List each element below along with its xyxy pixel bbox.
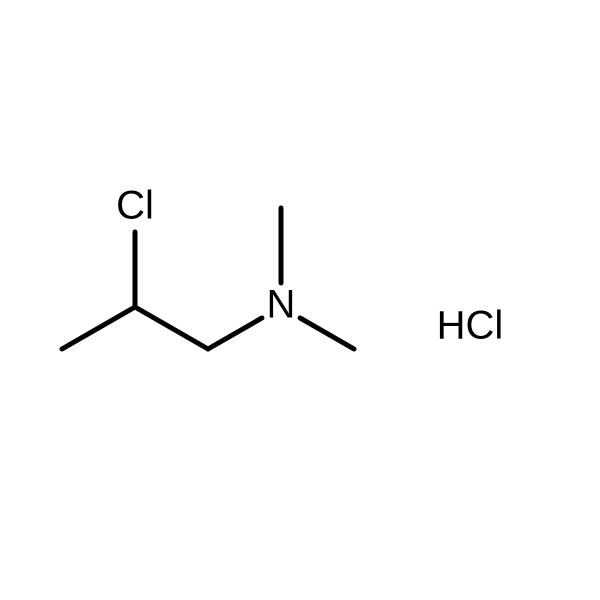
- atom-label-cl: Cl: [116, 184, 154, 228]
- bond: [208, 318, 262, 349]
- bond: [135, 307, 208, 349]
- chemical-structure: Cl N HCl: [0, 0, 600, 600]
- bond: [62, 307, 135, 349]
- bond: [300, 318, 354, 349]
- atom-label-n: N: [267, 283, 296, 327]
- atom-label-hcl: HCl: [437, 304, 504, 348]
